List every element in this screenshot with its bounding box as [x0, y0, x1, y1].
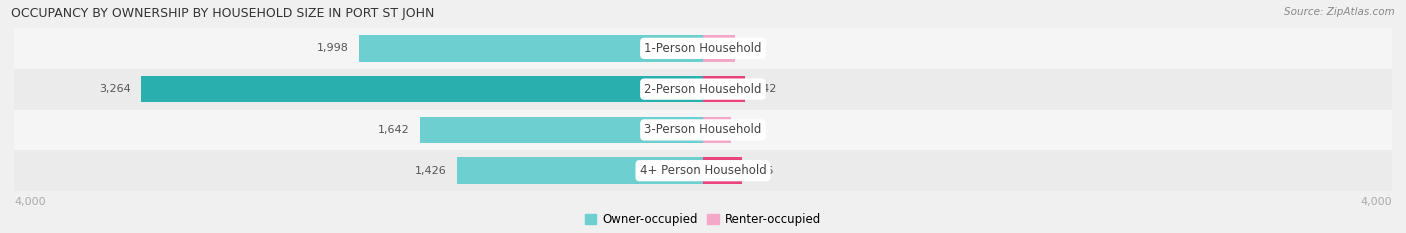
Text: 4,000: 4,000 — [14, 197, 45, 207]
Text: 3,264: 3,264 — [98, 84, 131, 94]
Text: 2-Person Household: 2-Person Household — [644, 83, 762, 96]
Bar — [703, 35, 735, 62]
Bar — [457, 158, 703, 184]
Bar — [420, 117, 703, 143]
Text: 1,426: 1,426 — [415, 166, 447, 176]
Text: 4,000: 4,000 — [1361, 197, 1392, 207]
Bar — [14, 69, 1392, 110]
Legend: Owner-occupied, Renter-occupied: Owner-occupied, Renter-occupied — [579, 208, 827, 231]
Text: 226: 226 — [752, 166, 773, 176]
Bar — [703, 76, 745, 102]
Bar — [703, 117, 731, 143]
Text: OCCUPANCY BY OWNERSHIP BY HOUSEHOLD SIZE IN PORT ST JOHN: OCCUPANCY BY OWNERSHIP BY HOUSEHOLD SIZE… — [11, 7, 434, 20]
Bar — [359, 35, 703, 62]
Bar — [14, 110, 1392, 150]
Text: Source: ZipAtlas.com: Source: ZipAtlas.com — [1284, 7, 1395, 17]
Text: 165: 165 — [742, 125, 762, 135]
Text: 1,642: 1,642 — [378, 125, 411, 135]
Bar — [14, 28, 1392, 69]
Bar — [141, 76, 703, 102]
Text: 4+ Person Household: 4+ Person Household — [640, 164, 766, 177]
Text: 242: 242 — [755, 84, 776, 94]
Text: 188: 188 — [745, 43, 766, 53]
Bar — [703, 158, 742, 184]
Bar — [14, 150, 1392, 191]
Text: 3-Person Household: 3-Person Household — [644, 123, 762, 136]
Text: 1-Person Household: 1-Person Household — [644, 42, 762, 55]
Text: 1,998: 1,998 — [316, 43, 349, 53]
